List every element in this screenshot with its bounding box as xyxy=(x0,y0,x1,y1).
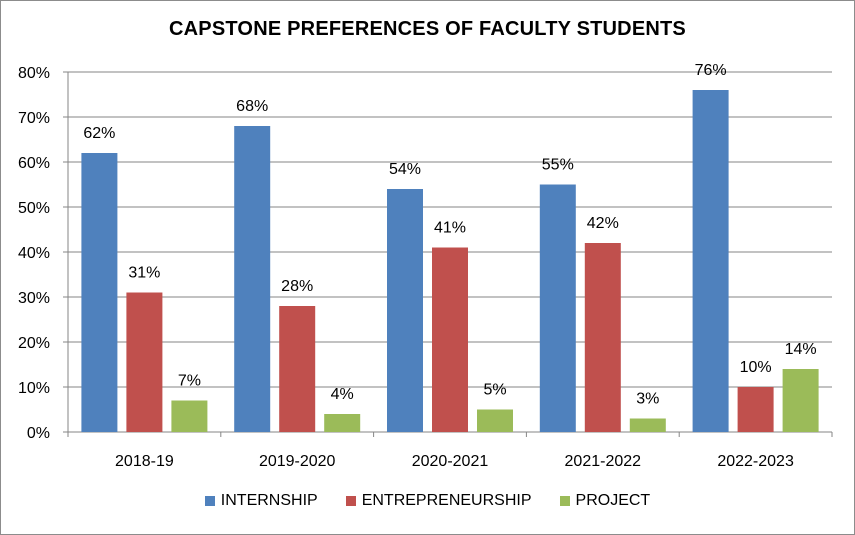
y-tick-label: 30% xyxy=(18,290,50,307)
data-label: 14% xyxy=(785,341,817,358)
x-tick-label: 2019-2020 xyxy=(259,453,336,470)
data-label: 76% xyxy=(695,62,727,79)
bar xyxy=(692,90,729,432)
y-tick-label: 60% xyxy=(18,155,50,172)
y-tick-label: 80% xyxy=(18,65,50,82)
bar xyxy=(81,153,118,432)
x-tick-label: 2022-2023 xyxy=(717,453,794,470)
y-tick-label: 0% xyxy=(27,425,50,442)
data-label: 4% xyxy=(331,386,354,403)
legend-swatch-entrepreneurship xyxy=(345,496,356,506)
legend-label-entrepreneurship: ENTREPRENEURSHIP xyxy=(361,492,532,509)
y-tick-label: 40% xyxy=(18,245,50,262)
bar xyxy=(629,418,666,432)
bar xyxy=(584,243,621,432)
bar xyxy=(279,306,316,432)
bar xyxy=(432,247,468,432)
bar xyxy=(171,400,208,432)
bar xyxy=(234,126,271,432)
chart-legend: INTERNSHIP ENTREPRENEURSHIP PROJECT xyxy=(0,492,855,510)
y-tick-label: 20% xyxy=(18,335,50,352)
data-label: 54% xyxy=(389,161,421,178)
legend-item-entrepreneurship: ENTREPRENEURSHIP xyxy=(345,492,532,510)
legend-label-internship: INTERNSHIP xyxy=(220,492,318,509)
data-label: 68% xyxy=(236,98,268,115)
y-tick-label: 50% xyxy=(18,200,50,217)
legend-item-project: PROJECT xyxy=(559,492,651,510)
legend-item-internship: INTERNSHIP xyxy=(204,492,318,510)
data-label: 3% xyxy=(636,391,659,408)
bar xyxy=(324,414,361,432)
x-tick-label: 2018-19 xyxy=(115,453,174,470)
data-label: 28% xyxy=(281,278,313,295)
bar xyxy=(387,189,423,432)
bar xyxy=(539,184,576,432)
data-label: 7% xyxy=(178,373,201,390)
bar xyxy=(477,409,513,432)
data-label: 55% xyxy=(542,157,574,174)
legend-label-project: PROJECT xyxy=(575,492,651,509)
y-tick-label: 70% xyxy=(18,110,50,127)
data-label: 31% xyxy=(128,265,160,282)
bar xyxy=(782,369,819,432)
data-label: 5% xyxy=(483,382,506,399)
legend-swatch-project xyxy=(559,496,570,506)
bar xyxy=(126,292,163,432)
legend-swatch-internship xyxy=(204,496,215,506)
y-tick-label: 10% xyxy=(18,380,50,397)
bar xyxy=(737,387,774,432)
x-tick-label: 2020-2021 xyxy=(412,453,489,470)
data-label: 42% xyxy=(587,215,619,232)
data-label: 10% xyxy=(740,359,772,376)
chart-title: CAPSTONE PREFERENCES OF FACULTY STUDENTS xyxy=(169,18,686,40)
x-tick-label: 2021-2022 xyxy=(565,453,642,470)
data-label: 62% xyxy=(83,125,115,142)
data-label: 41% xyxy=(434,220,466,237)
